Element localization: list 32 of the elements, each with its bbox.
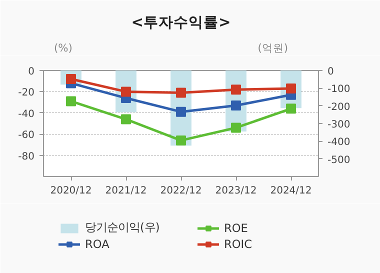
x-tick-label: 2022/12 [160,186,202,196]
y2-tick-label: -300 [328,120,350,130]
point [231,84,241,95]
chart-title: <투자수익률> [131,14,231,31]
legend-label: ROE [224,220,249,234]
point [66,96,76,106]
y-tick-label: -20 [18,88,35,99]
point [231,122,241,133]
x-tick-label: 2020/12 [50,186,92,196]
point [121,114,131,124]
legend-label: ROIC [224,237,254,251]
legend-label: ROA [85,237,110,251]
y-tick-label: -80 [18,151,35,162]
x-tick-label: 2021/12 [105,186,147,196]
point [176,106,186,117]
y2-tick-label: -400 [328,137,350,148]
y2-axis-title: (억원) [258,42,288,54]
y2-tick-label: -100 [328,84,350,96]
y2-tick-label: -200 [328,102,350,113]
x-tick-label: 2024/12 [270,186,312,196]
point [176,88,186,98]
y-tick-label: 0 [28,66,35,78]
point [231,100,241,110]
x-tick-label: 2023/12 [215,186,257,196]
point [286,104,296,114]
y-tick-label: -40 [18,108,35,120]
y2-tick-label: 0 [328,66,334,78]
y2-tick-label: -500 [328,154,350,166]
y-tick-label: -60 [18,130,35,142]
legend-label: 당기순이익(우) [85,220,161,235]
point [176,135,186,146]
y-axis-title: (%) [54,42,72,54]
